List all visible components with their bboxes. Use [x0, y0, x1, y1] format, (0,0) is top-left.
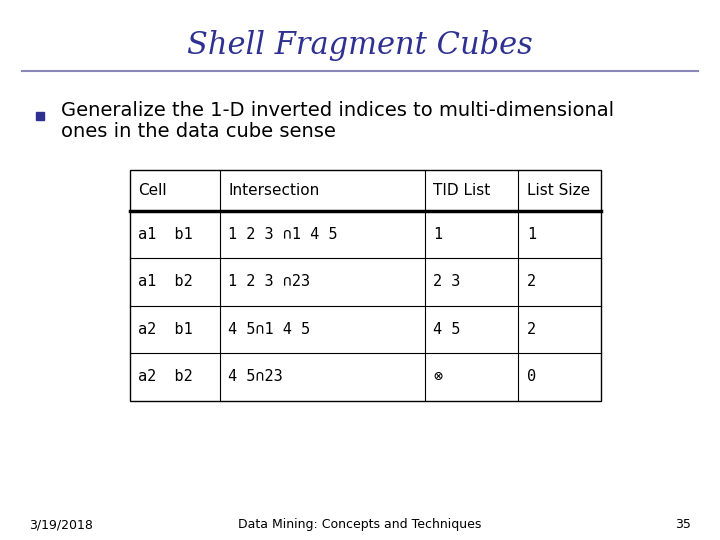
Text: a2  b1: a2 b1 [138, 322, 193, 337]
Text: a2  b2: a2 b2 [138, 369, 193, 384]
Text: Data Mining: Concepts and Techniques: Data Mining: Concepts and Techniques [238, 518, 482, 531]
Text: 1: 1 [433, 227, 443, 242]
Text: 2 3: 2 3 [433, 274, 461, 289]
Text: List Size: List Size [527, 183, 590, 198]
Text: 2: 2 [527, 274, 536, 289]
Text: 0: 0 [527, 369, 536, 384]
Text: 3/19/2018: 3/19/2018 [29, 518, 93, 531]
Text: 35: 35 [675, 518, 691, 531]
Text: a1  b2: a1 b2 [138, 274, 193, 289]
Text: ⊗: ⊗ [433, 369, 443, 384]
Text: 1 2 3 ∩1 4 5: 1 2 3 ∩1 4 5 [228, 227, 338, 242]
Text: ones in the data cube sense: ones in the data cube sense [61, 122, 336, 141]
Text: a1  b1: a1 b1 [138, 227, 193, 242]
Text: 1: 1 [527, 227, 536, 242]
Text: TID List: TID List [433, 183, 491, 198]
Text: Generalize the 1-D inverted indices to multi-dimensional: Generalize the 1-D inverted indices to m… [61, 101, 614, 120]
Text: Shell Fragment Cubes: Shell Fragment Cubes [187, 30, 533, 62]
Text: Intersection: Intersection [228, 183, 320, 198]
Text: Cell: Cell [138, 183, 167, 198]
Text: 4 5∩1 4 5: 4 5∩1 4 5 [228, 322, 310, 337]
Text: 4 5: 4 5 [433, 322, 461, 337]
Text: 2: 2 [527, 322, 536, 337]
Bar [130, 170, 601, 401]
Text: 1 2 3 ∩23: 1 2 3 ∩23 [228, 274, 310, 289]
Text: 4 5∩23: 4 5∩23 [228, 369, 283, 384]
